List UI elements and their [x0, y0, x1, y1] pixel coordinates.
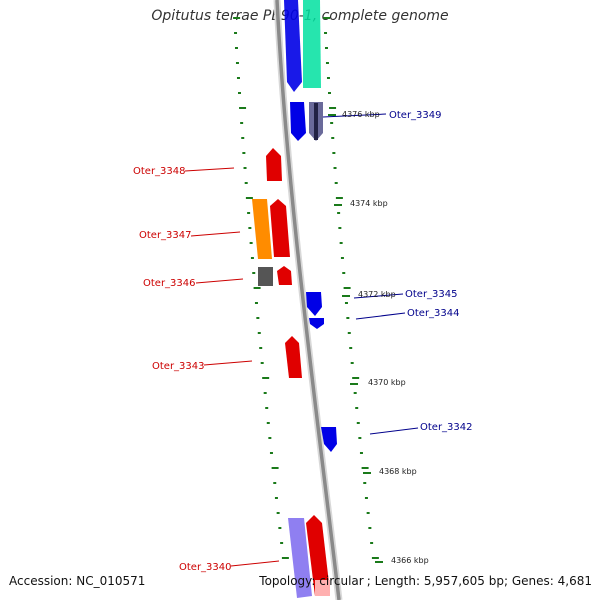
gene-arrow-oter-3343[interactable]	[285, 336, 302, 378]
kbp-label: 4372 kbp	[358, 290, 396, 299]
gene-label-oter-3345[interactable]: Oter_3345	[405, 289, 458, 300]
accession-info: Accession: NC_010571	[9, 574, 145, 588]
gene-arrow-oter-3347[interactable]	[270, 199, 290, 257]
gene-labels: Oter_3348 Oter_3347 Oter_3346 Oter_3343 …	[133, 110, 473, 573]
gene-arrow-lavender[interactable]	[288, 518, 312, 598]
gene-label-oter-3349[interactable]: Oter_3349	[389, 110, 442, 121]
map-title: Opitutus terrae PB90-1, complete genome	[151, 8, 449, 24]
length-label: Length:	[374, 574, 421, 588]
separator: ;	[366, 574, 371, 588]
gene-block-pink	[315, 580, 330, 596]
gene-arrow-oter-3342[interactable]	[321, 427, 337, 452]
kbp-label: 4368 kbp	[379, 467, 417, 476]
gene-label-oter-3340[interactable]: Oter_3340	[179, 562, 232, 573]
gene-features	[252, 0, 337, 598]
topology-value: circular	[319, 574, 364, 588]
gene-label-oter-3343[interactable]: Oter_3343	[152, 361, 205, 372]
gene-arrow-oter-3340[interactable]	[306, 515, 330, 596]
gene-label-oter-3346[interactable]: Oter_3346	[143, 278, 196, 289]
gene-arrow[interactable]	[290, 102, 306, 141]
kbp-label: 4366 kbp	[391, 556, 429, 565]
gene-arrow-orange[interactable]	[252, 199, 272, 259]
gene-block	[314, 103, 318, 140]
genes-label: Genes:	[511, 574, 554, 588]
gene-arrow[interactable]	[303, 0, 321, 88]
gene-label-oter-3347[interactable]: Oter_3347	[139, 230, 192, 241]
gene-arrow[interactable]	[284, 0, 302, 92]
separator: ;	[503, 574, 509, 588]
kbp-label: 4370 kbp	[368, 378, 406, 387]
gene-label-oter-3342[interactable]: Oter_3342	[420, 422, 473, 433]
ruler-labels: 4376 kbp 4374 kbp 4372 kbp 4370 kbp 4368…	[328, 110, 429, 565]
genes-value: 4,681	[557, 574, 592, 588]
gene-label-oter-3344[interactable]: Oter_3344	[407, 308, 460, 319]
topology-label: Topology:	[259, 574, 316, 588]
ruler-ticks-left	[233, 17, 289, 559]
gene-label-leaders	[184, 113, 419, 567]
gene-label-oter-3348[interactable]: Oter_3348	[133, 166, 186, 177]
genome-summary: Topology: circular; Length: 5,957,605 bp…	[259, 574, 592, 588]
gene-block-grey[interactable]	[258, 267, 273, 286]
gene-arrow-oter-3344[interactable]	[309, 318, 324, 329]
accession-label: Accession:	[9, 574, 73, 588]
gene-arrow-oter-3345[interactable]	[306, 292, 322, 316]
length-value: 5,957,605 bp	[423, 574, 504, 588]
kbp-label: 4376 kbp	[342, 110, 380, 119]
kbp-label: 4374 kbp	[350, 199, 388, 208]
ruler-ticks-right	[323, 17, 379, 559]
accession-value: NC_010571	[76, 574, 146, 588]
gene-arrow-oter-3346[interactable]	[277, 266, 292, 285]
genome-backbone-core	[275, 0, 341, 600]
gene-arrow-oter-3348[interactable]	[266, 148, 282, 181]
